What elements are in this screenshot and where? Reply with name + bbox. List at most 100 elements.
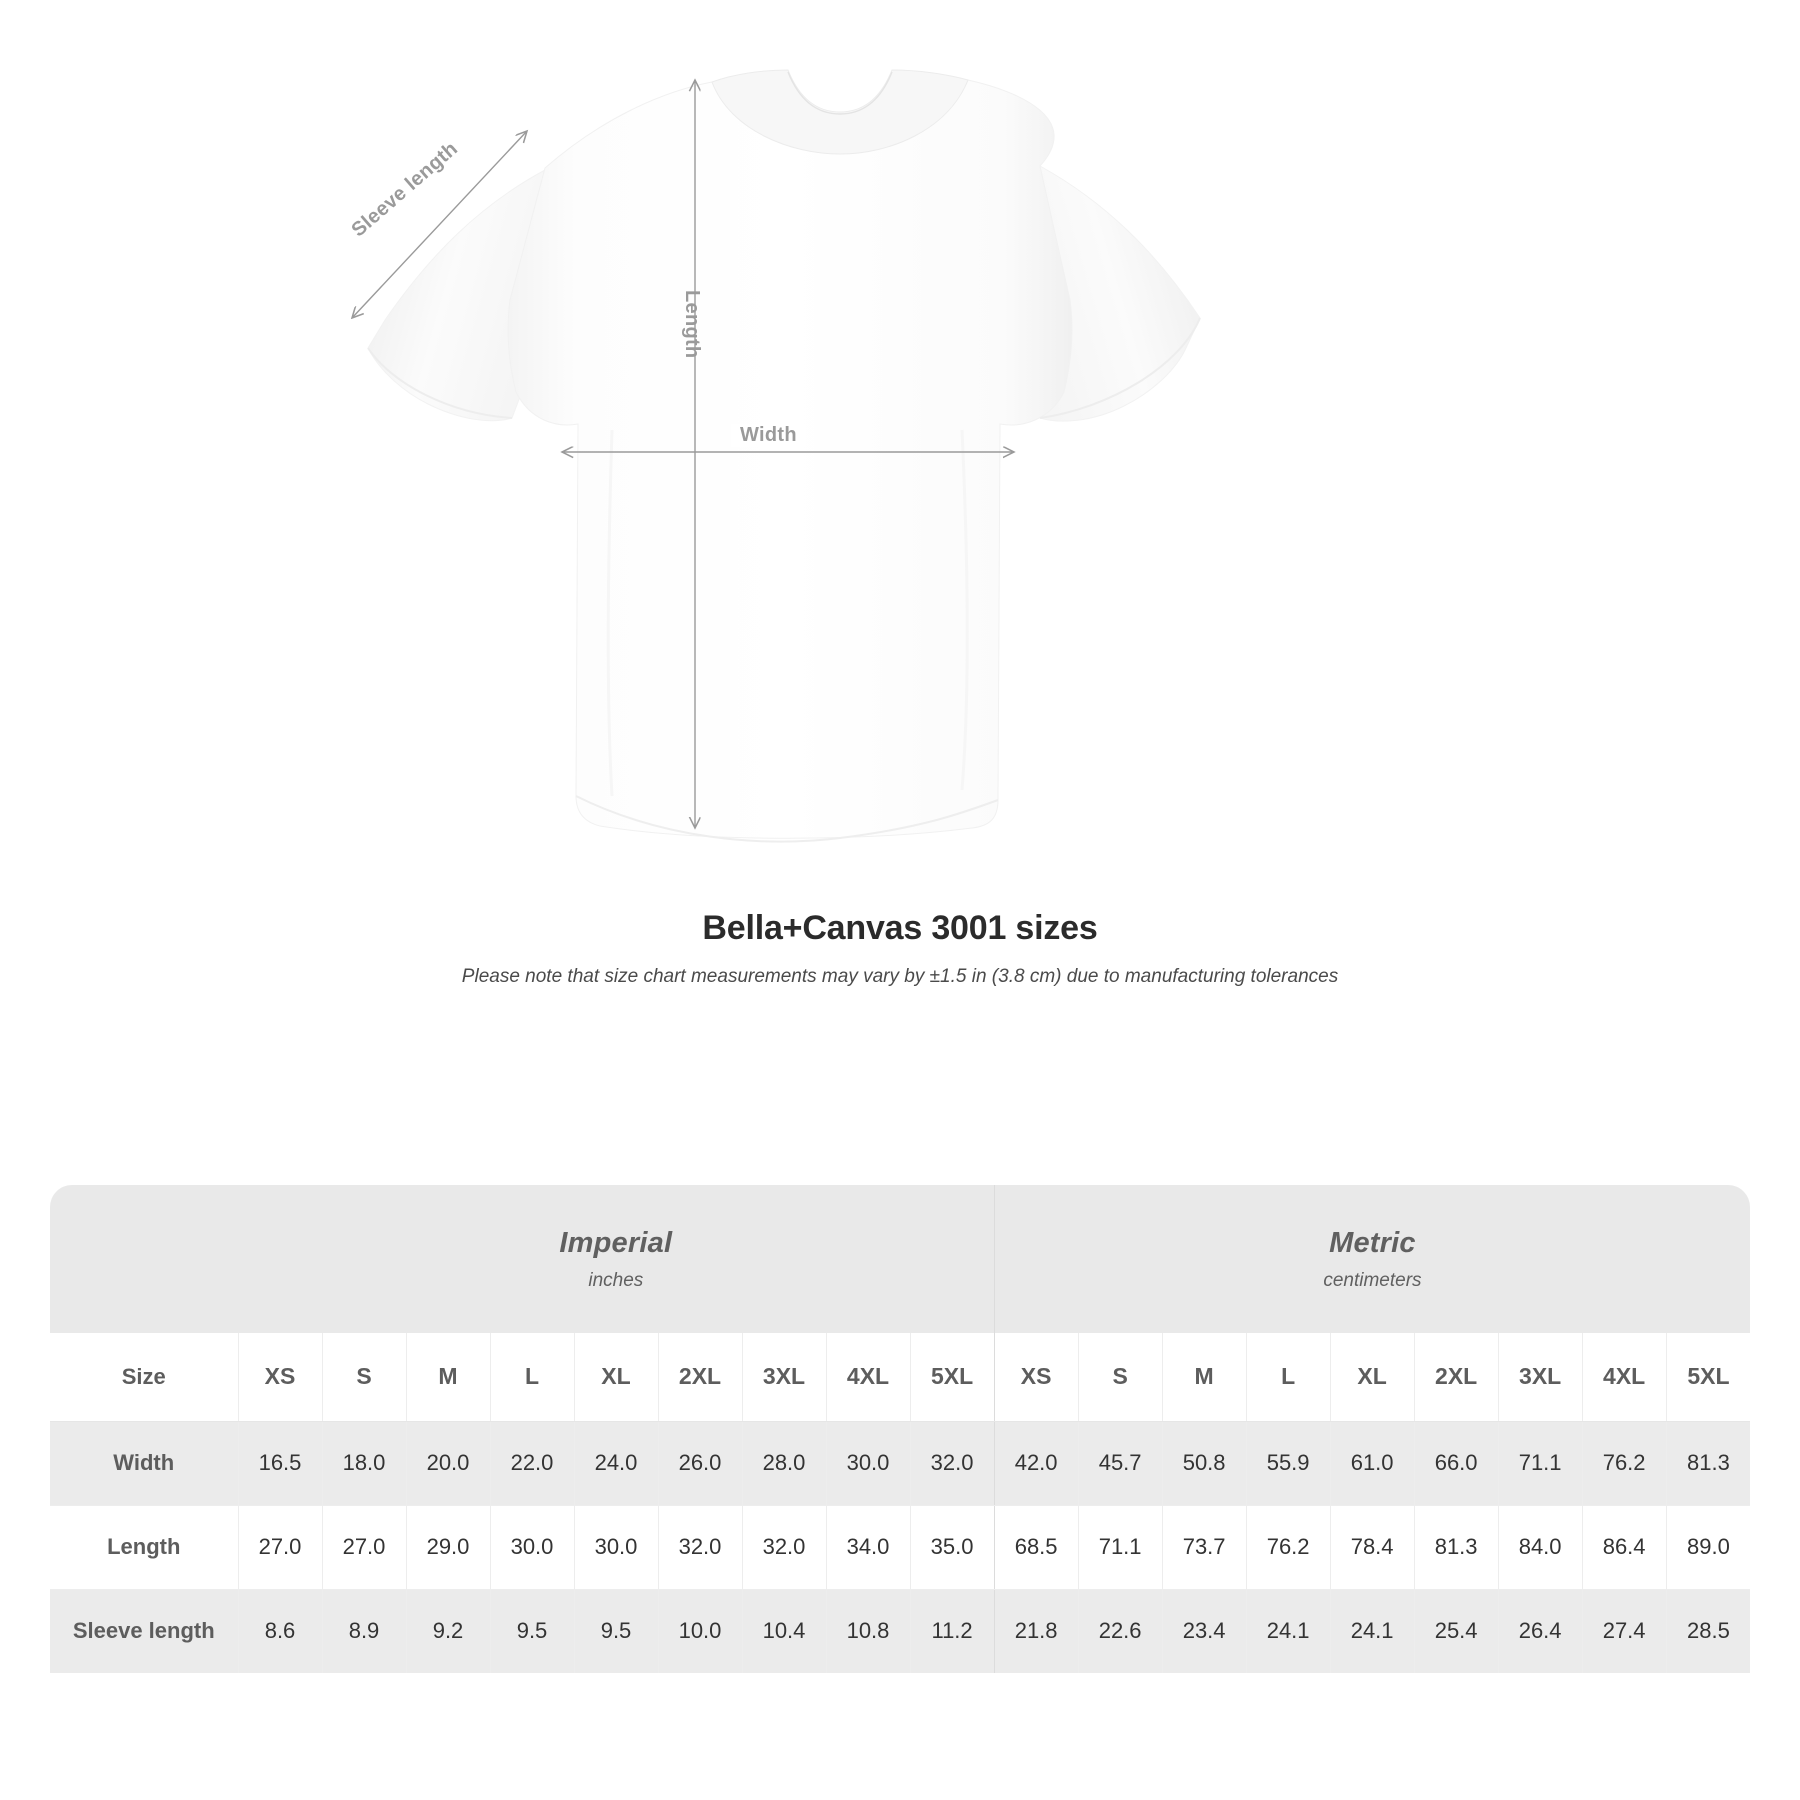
table-row: Length 27.0 27.0 29.0 30.0 30.0 32.0 32.0 34.0 35… — [50, 1505, 1751, 1590]
row-label-length: Length — [50, 1505, 239, 1590]
tshirt-shape — [367, 69, 1201, 843]
cell-imperial: 28.0 — [742, 1421, 827, 1506]
cell-imperial: 29.0 — [406, 1505, 491, 1590]
cell-metric: 45.7 — [1078, 1421, 1163, 1506]
size-header-cell-imperial-l: L — [490, 1333, 575, 1422]
cell-metric: 42.0 — [994, 1421, 1079, 1506]
cell-metric: 61.0 — [1330, 1421, 1415, 1506]
cell-imperial: 35.0 — [910, 1505, 995, 1590]
size-header-row: Size XS S M L XL 2XL 3XL 4XL 5XL XS S M L XL 2XL 3XL 4XL 5… — [50, 1333, 1751, 1422]
page-subtitle: Please note that size chart measurements… — [461, 965, 1339, 987]
size-header-cell-metric-3xl: 3XL — [1498, 1333, 1583, 1422]
cell-imperial: 20.0 — [406, 1421, 491, 1506]
cell-imperial: 32.0 — [910, 1421, 995, 1506]
cell-metric: 76.2 — [1246, 1505, 1331, 1590]
cell-imperial: 26.0 — [658, 1421, 743, 1506]
unit-name-metric: Metric — [1329, 1226, 1416, 1259]
cell-metric: 86.4 — [1582, 1505, 1667, 1590]
size-header-cell-metric-2xl: 2XL — [1414, 1333, 1499, 1422]
cell-metric: 78.4 — [1330, 1505, 1415, 1590]
cell-metric: 23.4 — [1162, 1589, 1247, 1673]
sleeve-length-arrow — [352, 131, 527, 318]
cell-imperial: 10.8 — [826, 1589, 911, 1673]
size-header-cell-imperial-s: S — [322, 1333, 407, 1422]
size-table-container: Imperial inches Metric centimeters Size X… — [50, 1185, 1751, 1673]
cell-metric: 21.8 — [994, 1589, 1079, 1673]
cell-metric: 68.5 — [994, 1505, 1079, 1590]
cell-metric: 89.0 — [1666, 1505, 1751, 1590]
cell-metric: 71.1 — [1498, 1421, 1583, 1506]
table-row: Width 16.5 18.0 20.0 22.0 24.0 26.0 28.0 30.0 32.… — [50, 1421, 1751, 1506]
cell-imperial: 30.0 — [574, 1505, 659, 1590]
cell-metric: 73.7 — [1162, 1505, 1247, 1590]
cell-imperial: 9.5 — [574, 1589, 659, 1673]
table-row: Sleeve length 8.6 8.9 9.2 9.5 9.5 10.0 10.4 10.8… — [50, 1589, 1751, 1673]
cell-metric: 71.1 — [1078, 1505, 1163, 1590]
cell-metric: 27.4 — [1582, 1589, 1667, 1673]
cell-imperial: 27.0 — [238, 1505, 323, 1590]
size-header-cell-imperial-2xl: 2XL — [658, 1333, 743, 1422]
size-header-cell-metric-m: M — [1162, 1333, 1247, 1422]
cell-metric: 24.1 — [1330, 1589, 1415, 1673]
unit-name-imperial: Imperial — [559, 1226, 673, 1259]
size-header-cell-imperial-xs: XS — [238, 1333, 323, 1422]
size-header-cell-imperial-m: M — [406, 1333, 491, 1422]
row-label-sleeve-length: Sleeve length — [50, 1589, 239, 1673]
cell-metric: 24.1 — [1246, 1589, 1331, 1673]
cell-metric: 55.9 — [1246, 1421, 1331, 1506]
cell-imperial: 10.4 — [742, 1589, 827, 1673]
cell-metric: 84.0 — [1498, 1505, 1583, 1590]
cell-imperial: 11.2 — [910, 1589, 995, 1673]
size-header-cell-imperial-3xl: 3XL — [742, 1333, 827, 1422]
dimension-arrows — [352, 80, 1014, 828]
cell-imperial: 16.5 — [238, 1421, 323, 1506]
cell-metric: 81.3 — [1414, 1505, 1499, 1590]
cell-imperial: 27.0 — [322, 1505, 407, 1590]
size-header-cell-metric-xl: XL — [1330, 1333, 1415, 1422]
cell-imperial: 32.0 — [742, 1505, 827, 1590]
cell-metric: 66.0 — [1414, 1421, 1499, 1506]
cell-imperial: 24.0 — [574, 1421, 659, 1506]
page-title: Bella+Canvas 3001 sizes — [702, 909, 1098, 947]
unit-corner-cell — [50, 1185, 238, 1333]
cell-metric: 50.8 — [1162, 1421, 1247, 1506]
size-header-cell-metric-xs: XS — [994, 1333, 1079, 1422]
width-label: Width — [731, 424, 806, 447]
size-header-label: Size — [50, 1333, 239, 1422]
unit-group-metric: Metric centimeters — [994, 1185, 1751, 1333]
size-table: Imperial inches Metric centimeters Size X… — [50, 1185, 1751, 1673]
unit-group-imperial: Imperial inches — [238, 1185, 995, 1333]
size-header-cell-metric-l: L — [1246, 1333, 1331, 1422]
cell-metric: 76.2 — [1582, 1421, 1667, 1506]
cell-imperial: 8.9 — [322, 1589, 407, 1673]
cell-metric: 28.5 — [1666, 1589, 1751, 1673]
unit-sub-metric: centimeters — [1323, 1269, 1422, 1291]
size-header-cell-metric-4xl: 4XL — [1582, 1333, 1667, 1422]
cell-metric: 81.3 — [1666, 1421, 1751, 1506]
row-label-width: Width — [50, 1421, 239, 1506]
size-header-cell-imperial-5xl: 5XL — [910, 1333, 995, 1422]
tshirt-diagram — [0, 69, 1201, 843]
cell-metric: 22.6 — [1078, 1589, 1163, 1673]
cell-imperial: 18.0 — [322, 1421, 407, 1506]
cell-imperial: 8.6 — [238, 1589, 323, 1673]
size-header-cell-metric-s: S — [1078, 1333, 1163, 1422]
size-header-cell-metric-5xl: 5XL — [1666, 1333, 1751, 1422]
cell-metric: 25.4 — [1414, 1589, 1499, 1673]
cell-imperial: 32.0 — [658, 1505, 743, 1590]
unit-header-row: Imperial inches Metric centimeters — [50, 1185, 1751, 1333]
heading-block: Bella+Canvas 3001 sizes Please note that… — [0, 908, 1800, 989]
cell-imperial: 30.0 — [490, 1505, 575, 1590]
cell-metric: 26.4 — [1498, 1589, 1583, 1673]
size-header-cell-imperial-4xl: 4XL — [826, 1333, 911, 1422]
unit-sub-imperial: inches — [588, 1269, 644, 1291]
cell-imperial: 34.0 — [826, 1505, 911, 1590]
product-illustration: Sleeve length Length Width — [0, 69, 1201, 843]
cell-imperial: 9.2 — [406, 1589, 491, 1673]
length-label: Length — [681, 290, 703, 359]
cell-imperial: 9.5 — [490, 1589, 575, 1673]
size-header-cell-imperial-xl: XL — [574, 1333, 659, 1422]
cell-imperial: 22.0 — [490, 1421, 575, 1506]
cell-imperial: 30.0 — [826, 1421, 911, 1506]
